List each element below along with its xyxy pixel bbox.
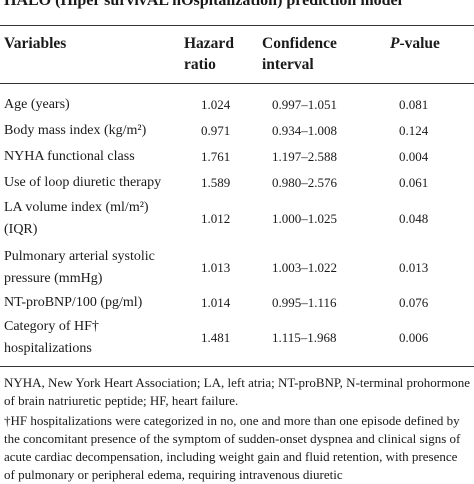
variable: LA volume index (ml/m²) <box>4 200 149 215</box>
variable: (IQR) <box>4 222 38 237</box>
confidence-interval: 1.197–2.588 <box>272 149 337 164</box>
header-text: interval <box>262 56 314 73</box>
confidence-interval: 1.115–1.968 <box>272 330 337 345</box>
confidence-interval: 1.000–1.025 <box>272 211 337 226</box>
hazard-ratio: 1.481 <box>201 330 231 345</box>
hazard-ratio: 1.589 <box>201 175 231 190</box>
header-text: P <box>390 35 400 52</box>
table-title: HALO (Hiper survivAL hOspitalization) pr… <box>4 0 403 9</box>
hazard-ratio: 1.024 <box>201 97 231 112</box>
hazard-ratio: 1.014 <box>201 295 231 310</box>
p-value: 0.081 <box>399 97 429 112</box>
header-p-value: P-value <box>390 33 440 54</box>
variable: Use of loop diuretic therapy <box>4 175 162 190</box>
confidence-interval: 0.997–1.051 <box>272 97 337 112</box>
header-text: Variables <box>4 35 67 52</box>
variable: Age (years) <box>4 97 70 112</box>
header-text: Confidence <box>262 35 337 52</box>
header-text: -value <box>399 35 440 52</box>
variable: NYHA functional class <box>4 149 135 164</box>
p-value: 0.061 <box>399 175 429 190</box>
rule <box>0 366 474 367</box>
hazard-ratio: 1.012 <box>201 211 231 226</box>
p-value: 0.048 <box>399 211 429 226</box>
header-text: Hazard <box>184 35 234 52</box>
hazard-ratio: 0.971 <box>201 123 231 138</box>
variable: pressure (mmHg) <box>4 271 103 286</box>
confidence-interval: 1.003–1.022 <box>272 260 337 275</box>
p-value: 0.124 <box>399 123 429 138</box>
confidence-interval: 0.995–1.116 <box>272 295 337 310</box>
p-value: 0.076 <box>399 295 429 310</box>
rule <box>0 83 474 84</box>
header-text: ratio <box>184 56 216 73</box>
p-value: 0.004 <box>399 149 429 164</box>
variable: Body mass index (kg/m²) <box>4 123 147 138</box>
footnote: of brain natriuretic peptide; HF, heart … <box>4 393 239 408</box>
footnote: †HF hospitalizations were categorized in… <box>4 413 460 428</box>
footnote: of pulmonary or peripheral edema, requir… <box>4 467 343 482</box>
footnote: the concomitant presence of the symptom … <box>4 431 461 446</box>
confidence-interval: 0.980–2.576 <box>272 175 337 190</box>
footnote: acute cardiac decompensation, including … <box>4 449 458 464</box>
variable: Category of HF† <box>4 319 99 334</box>
footnote: NYHA, New York Heart Association; LA, le… <box>4 375 471 390</box>
variable: NT-proBNP/100 (pg/ml) <box>4 295 143 310</box>
p-value: 0.013 <box>399 260 429 275</box>
variable: Pulmonary arterial systolic <box>4 249 155 264</box>
hazard-ratio: 1.761 <box>201 149 231 164</box>
p-value: 0.006 <box>399 330 429 345</box>
rule <box>0 25 474 26</box>
hazard-ratio: 1.013 <box>201 260 231 275</box>
confidence-interval: 0.934–1.008 <box>272 123 337 138</box>
variable: hospitalizations <box>4 341 92 356</box>
